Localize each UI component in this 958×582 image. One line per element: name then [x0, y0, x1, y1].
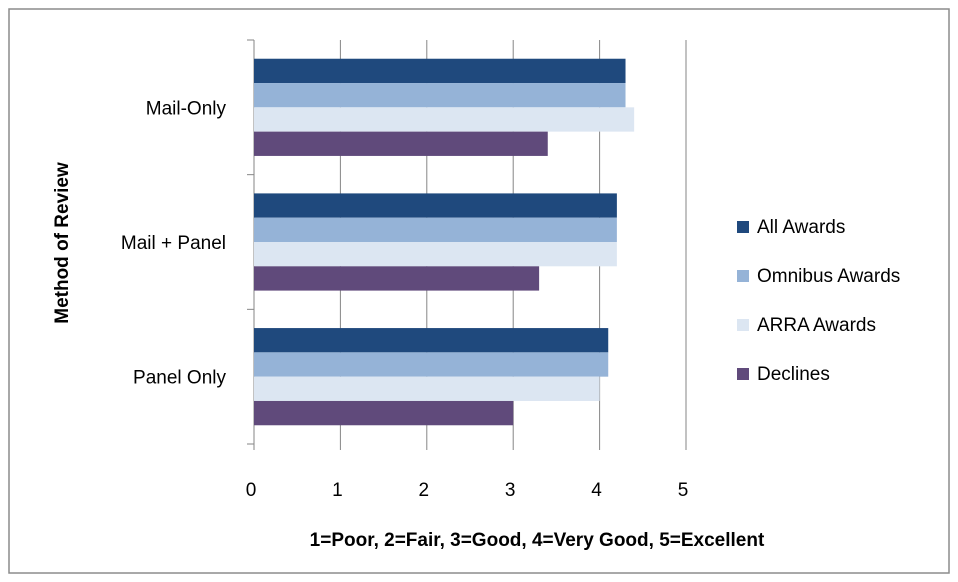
legend-swatch	[737, 368, 749, 380]
legend-label: All Awards	[757, 217, 845, 238]
x-tick-label: 3	[505, 480, 516, 501]
y-tick-label: Mail + Panel	[121, 233, 226, 254]
x-axis-title: 1=Poor, 2=Fair, 3=Good, 4=Very Good, 5=E…	[310, 530, 765, 551]
bar	[254, 400, 514, 426]
bar	[254, 107, 635, 132]
bar	[254, 193, 617, 218]
x-tick-label: 4	[591, 480, 602, 501]
legend-swatch	[737, 270, 749, 282]
bar	[254, 217, 617, 242]
bar	[254, 131, 548, 156]
x-tick-label: 0	[246, 480, 257, 501]
bar	[254, 58, 626, 84]
y-tick-label: Mail-Only	[146, 98, 227, 119]
legend-label: Declines	[757, 364, 830, 385]
bar	[254, 328, 609, 353]
bar	[254, 266, 540, 291]
x-tick-label: 5	[678, 480, 689, 501]
legend-label: ARRA Awards	[757, 315, 876, 336]
bar	[254, 242, 617, 267]
x-tick-label: 2	[419, 480, 430, 501]
bar	[254, 376, 600, 401]
x-tick-label: 1	[332, 480, 343, 501]
bar	[254, 83, 626, 108]
legend-swatch	[737, 221, 749, 233]
bar	[254, 352, 609, 377]
y-axis-title: Method of Review	[52, 162, 73, 324]
legend-label: Omnibus Awards	[757, 266, 900, 287]
legend-swatch	[737, 319, 749, 331]
y-tick-label: Panel Only	[133, 368, 226, 389]
